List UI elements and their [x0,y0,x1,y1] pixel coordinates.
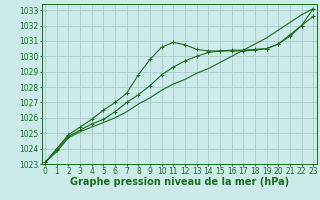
X-axis label: Graphe pression niveau de la mer (hPa): Graphe pression niveau de la mer (hPa) [70,177,289,187]
